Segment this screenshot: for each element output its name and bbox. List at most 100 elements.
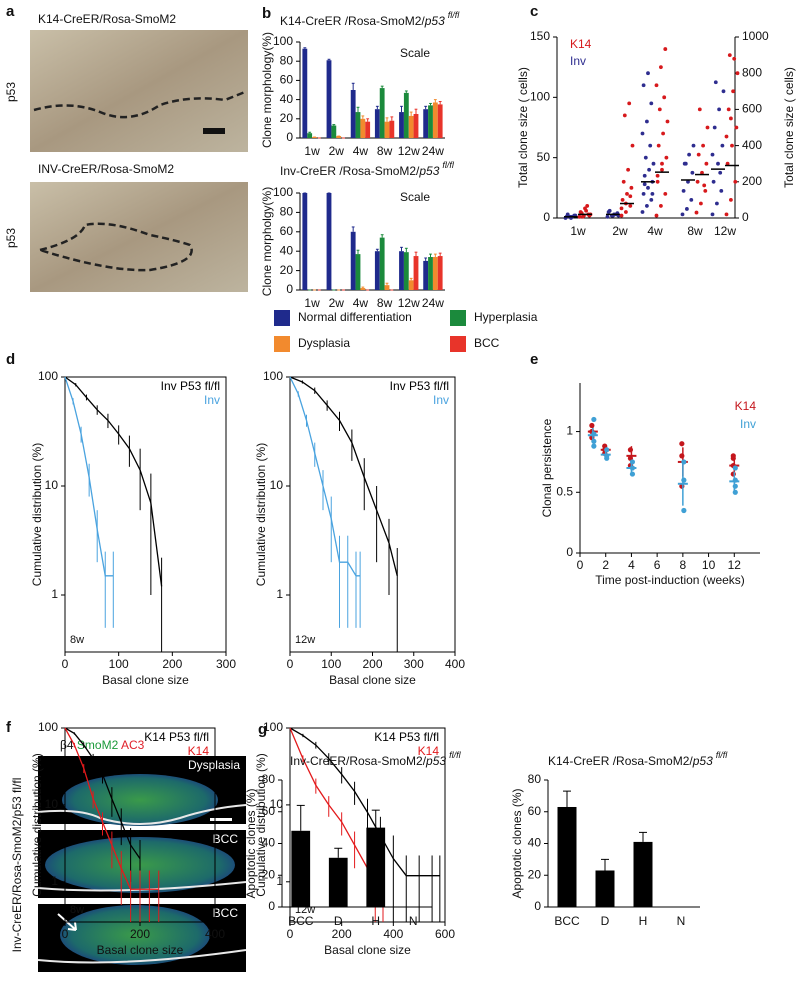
data-point bbox=[694, 210, 699, 215]
data-point bbox=[683, 161, 688, 166]
data-point bbox=[645, 204, 649, 208]
y-tick-label: 80 bbox=[280, 205, 294, 219]
y-tick-label: 600 bbox=[742, 102, 762, 116]
bar bbox=[328, 857, 348, 907]
data-point bbox=[646, 71, 650, 76]
x-tick-label: 600 bbox=[435, 927, 455, 941]
data-point bbox=[680, 212, 685, 217]
image-caption: K14-CreER/Rosa-SmoM2 bbox=[38, 12, 176, 26]
x-tick-label: 2w bbox=[612, 224, 628, 238]
x-tick-label: 24w bbox=[422, 296, 444, 310]
y-tick-label: 150 bbox=[530, 29, 550, 43]
data-point bbox=[702, 183, 707, 188]
legend-swatch bbox=[450, 310, 466, 326]
data-point bbox=[687, 152, 691, 157]
title-superscript: fl/fl bbox=[442, 160, 455, 170]
y-tick-label: 0 bbox=[742, 210, 749, 224]
data-point bbox=[649, 101, 654, 106]
stain: SmoM2 bbox=[77, 738, 119, 752]
data-point bbox=[626, 167, 630, 172]
data-point bbox=[604, 455, 610, 461]
x-tick-label: H bbox=[639, 914, 648, 928]
y-axis-label: Apoptotic clones (%) bbox=[510, 788, 524, 898]
x-tick-label: 0 bbox=[287, 927, 294, 941]
data-point bbox=[580, 214, 585, 219]
bar bbox=[365, 121, 371, 138]
bar bbox=[428, 257, 433, 290]
y-axis-label: Cumulative distribution (%) bbox=[254, 443, 268, 586]
data-point bbox=[643, 155, 648, 160]
x-axis-label: Basal clone size bbox=[102, 673, 189, 687]
title-superscript: fl/fl bbox=[716, 750, 729, 760]
data-point bbox=[646, 185, 650, 190]
x-tick-label: 1w bbox=[304, 296, 320, 310]
y-tick-label: 10 bbox=[270, 478, 284, 492]
data-point bbox=[712, 125, 717, 130]
data-point bbox=[591, 416, 597, 423]
data-point bbox=[647, 167, 651, 172]
legend-label: Inv P53 fl/fl bbox=[390, 379, 449, 393]
data-point bbox=[731, 89, 735, 94]
data-point bbox=[703, 188, 708, 193]
y-tick-label: 1 bbox=[51, 587, 58, 601]
x-tick-label: 100 bbox=[321, 657, 341, 671]
y-tick-label: 20 bbox=[262, 867, 276, 881]
stain-legend: β4 SmoM2 AC3 bbox=[60, 738, 145, 752]
data-point bbox=[681, 188, 686, 193]
bar bbox=[384, 285, 390, 290]
y-tick-label: 40 bbox=[262, 836, 276, 850]
y-tick-label: 100 bbox=[273, 185, 293, 199]
image-label: BCC bbox=[213, 832, 239, 846]
bar bbox=[366, 827, 386, 907]
plot-frame bbox=[289, 376, 456, 653]
legend-swatch bbox=[274, 310, 290, 326]
data-point bbox=[642, 173, 647, 178]
panel-label: c bbox=[530, 3, 538, 20]
basement-membrane bbox=[37, 804, 247, 825]
x-tick-label: 300 bbox=[404, 657, 424, 671]
data-point bbox=[725, 161, 730, 166]
cell-cluster bbox=[60, 905, 210, 965]
data-point bbox=[641, 191, 646, 196]
x-tick-label: 0 bbox=[577, 558, 584, 572]
data-point bbox=[730, 143, 734, 148]
y-tick-label: 100 bbox=[263, 369, 283, 383]
x-tick-label: D bbox=[334, 914, 343, 928]
data-point bbox=[648, 143, 653, 148]
y-tick-label: 200 bbox=[742, 174, 762, 188]
data-point bbox=[690, 170, 695, 175]
title-gene: p53 bbox=[692, 754, 713, 768]
panel-label: d bbox=[6, 351, 15, 368]
data-point bbox=[629, 459, 636, 465]
data-point bbox=[607, 208, 612, 213]
title-text: Inv-CreER /Rosa-SmoM2/ bbox=[280, 164, 420, 178]
data-point bbox=[726, 107, 731, 112]
annotation: 12w bbox=[295, 634, 315, 646]
bar bbox=[423, 109, 429, 138]
data-point bbox=[721, 89, 726, 94]
data-point bbox=[732, 483, 738, 489]
bar bbox=[350, 231, 356, 290]
bar bbox=[403, 252, 409, 290]
data-point bbox=[700, 170, 704, 175]
data-point bbox=[655, 173, 660, 178]
data-point bbox=[627, 101, 632, 106]
annotation: Scale bbox=[400, 46, 430, 60]
bar bbox=[437, 256, 443, 290]
plot-frame bbox=[289, 727, 446, 923]
y-tick-label: 400 bbox=[742, 138, 762, 152]
data-point bbox=[699, 201, 703, 206]
bar bbox=[428, 105, 433, 138]
data-point bbox=[663, 47, 668, 51]
y-tick-label: 0 bbox=[566, 545, 573, 559]
data-point bbox=[624, 210, 628, 214]
data-point bbox=[628, 194, 633, 199]
data-point bbox=[659, 204, 663, 208]
y-tick-label: 1000 bbox=[742, 29, 769, 43]
bar bbox=[379, 88, 385, 138]
bar bbox=[379, 237, 385, 290]
legend-label: Inv P53 fl/fl bbox=[161, 379, 220, 393]
data-point bbox=[589, 422, 595, 429]
data-point bbox=[681, 507, 687, 514]
data-point bbox=[654, 213, 659, 218]
